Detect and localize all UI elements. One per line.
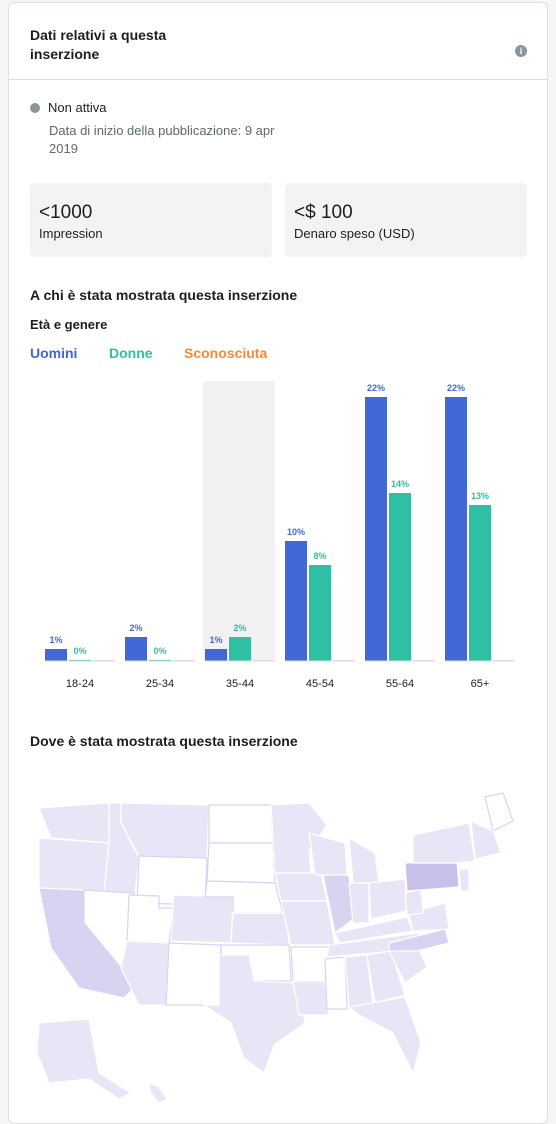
- state-nc: [388, 928, 450, 952]
- age-gender-chart: 1% 0% 18-24 2% 0% 25-34 1% 2% 35-44 10% 8% 45-54 22%…: [45, 381, 515, 690]
- audience-title: A chi è stata mostrata questa inserzione: [30, 287, 298, 303]
- start-date: Data di inizio della pubblicazione: 9 ap…: [49, 123, 275, 156]
- state-ms: [324, 956, 348, 1010]
- impressions-stat: <1000 Impression: [30, 183, 272, 257]
- bar-65+-donne: [469, 505, 491, 661]
- legend-women[interactable]: Donne: [109, 345, 153, 361]
- data-label-18-24-donne: 0%: [73, 646, 86, 656]
- state-in: [348, 882, 370, 924]
- state-az: [120, 940, 170, 1006]
- state-mi: [348, 836, 380, 884]
- state-co: [170, 894, 234, 944]
- impressions-label: Impression: [39, 226, 103, 241]
- data-label-65+-donne: 13%: [471, 491, 489, 501]
- bar-45-54-donne: [309, 565, 331, 661]
- info-icon[interactable]: i: [515, 45, 527, 57]
- spend-value: <$ 100: [294, 202, 353, 223]
- highlight-band: [203, 381, 275, 661]
- state-fl: [347, 996, 422, 1075]
- bar-35-44-uomini: [205, 649, 227, 661]
- state-ak: [36, 1018, 133, 1100]
- card-header: Dati relativi a questa inserzione i: [9, 3, 547, 80]
- data-label-45-54-donne: 8%: [313, 551, 326, 561]
- state-nj: [458, 868, 470, 892]
- data-label-55-64-donne: 14%: [391, 479, 409, 489]
- state-nm: [165, 942, 222, 1006]
- state-ar: [290, 946, 330, 982]
- state-pa: [404, 860, 460, 892]
- state-sd: [206, 842, 276, 884]
- bar-65+-uomini: [445, 397, 467, 661]
- tick-label-25-34: 25-34: [146, 678, 174, 690]
- tick-label-18-24: 18-24: [66, 678, 94, 690]
- state-mo: [280, 900, 336, 946]
- location-title: Dove è stata mostrata questa inserzione: [30, 733, 298, 749]
- state-nd: [208, 804, 274, 844]
- bar-55-64-donne: [389, 493, 411, 661]
- status-row: Non attiva: [30, 100, 107, 115]
- spend-stat: <$ 100 Denaro speso (USD): [285, 183, 527, 257]
- ad-info-card: Dati relativi a questa inserzione i Non …: [8, 2, 548, 1124]
- state-la: [292, 980, 330, 1016]
- state-ks: [230, 912, 290, 946]
- state-wi: [308, 832, 348, 876]
- tick-label-45-54: 45-54: [306, 678, 334, 690]
- state-ga: [366, 950, 406, 1004]
- state-wa: [38, 802, 110, 844]
- state-ia: [274, 872, 328, 902]
- age-gender-subtitle: Età e genere: [30, 317, 108, 332]
- state-wv: [404, 888, 424, 916]
- data-label-35-44-uomini: 1%: [209, 635, 222, 645]
- state-tx: [202, 954, 306, 1074]
- state-new-england: [470, 820, 502, 860]
- data-label-35-44-donne: 2%: [233, 623, 246, 633]
- data-label-18-24-uomini: 1%: [49, 635, 62, 645]
- impressions-value: <1000: [39, 202, 93, 223]
- state-oh: [368, 878, 408, 920]
- us-map: [36, 792, 514, 1104]
- spend-label: Denaro speso (USD): [294, 226, 415, 241]
- status-dot-icon: [30, 103, 40, 113]
- data-label-65+-uomini: 22%: [447, 383, 465, 393]
- status-label: Non attiva: [48, 100, 107, 115]
- data-label-25-34-uomini: 2%: [129, 623, 142, 633]
- bar-25-34-uomini: [125, 637, 147, 661]
- state-me: [484, 792, 514, 832]
- tick-label-55-64: 55-64: [386, 678, 414, 690]
- legend-men[interactable]: Uomini: [30, 345, 78, 361]
- state-ny: [412, 822, 476, 864]
- data-label-25-34-donne: 0%: [153, 646, 166, 656]
- bar-45-54-uomini: [285, 541, 307, 661]
- state-or: [38, 837, 110, 894]
- state-hi: [148, 1082, 168, 1104]
- card-title: Dati relativi a questa inserzione: [30, 27, 167, 62]
- data-label-55-64-uomini: 22%: [367, 383, 385, 393]
- data-label-45-54-uomini: 10%: [287, 527, 305, 537]
- state-va: [408, 902, 450, 932]
- tick-label-35-44: 35-44: [226, 678, 254, 690]
- tick-label-65+: 65+: [471, 678, 490, 690]
- bar-55-64-uomini: [365, 397, 387, 661]
- bar-35-44-donne: [229, 637, 251, 661]
- legend-unknown[interactable]: Sconosciuta: [184, 345, 268, 361]
- bar-18-24-uomini: [45, 649, 67, 661]
